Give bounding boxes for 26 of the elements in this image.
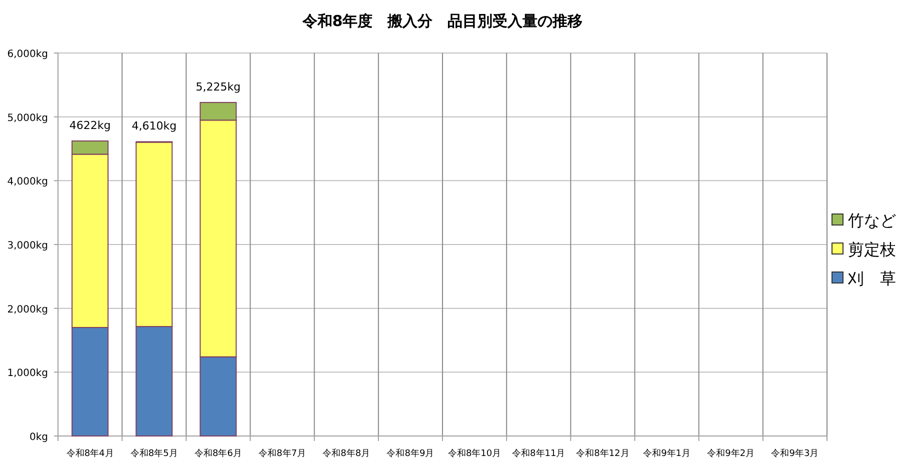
legend-label: 刈 草 (847, 269, 896, 288)
legend-label: 剪定枝 (848, 240, 896, 259)
total-label: 4,610kg (132, 120, 177, 133)
x-tick-label: 令和8年7月 (258, 448, 306, 459)
y-tick-label: 6,000kg (7, 49, 48, 60)
legend-label: 竹など (848, 211, 896, 230)
total-label: 4622kg (69, 118, 111, 132)
x-tick-label: 令和8年6月 (194, 448, 242, 459)
y-tick-label: 4,000kg (7, 176, 48, 188)
x-tick-label: 令和9年3月 (771, 448, 819, 459)
x-tick-label: 令和8年8月 (322, 448, 370, 459)
y-tick-label: 1,000kg (7, 368, 48, 380)
y-tick-label: 3,000kg (7, 240, 48, 252)
x-tick-label: 令和8年4月 (66, 448, 114, 459)
x-tick-label: 令和8年10月 (448, 448, 502, 459)
total-label: 5,225kg (196, 80, 241, 94)
x-tick-label: 令和8年11月 (512, 448, 566, 459)
x-tick-label: 令和9年2月 (707, 448, 755, 459)
x-tick-label: 令和8年12月 (576, 448, 630, 459)
x-tick-label: 令和8年5月 (130, 448, 178, 459)
x-tick-label: 令和9年1月 (643, 448, 691, 459)
chart-title: 令和8年度 搬入分 品目別受入量の推移 (301, 12, 583, 30)
y-tick-label: 5,000kg (7, 112, 48, 124)
y-tick-label: 2,000kg (7, 304, 48, 316)
x-tick-label: 令和8年9月 (386, 448, 434, 459)
y-tick-label: 0kg (29, 432, 48, 443)
